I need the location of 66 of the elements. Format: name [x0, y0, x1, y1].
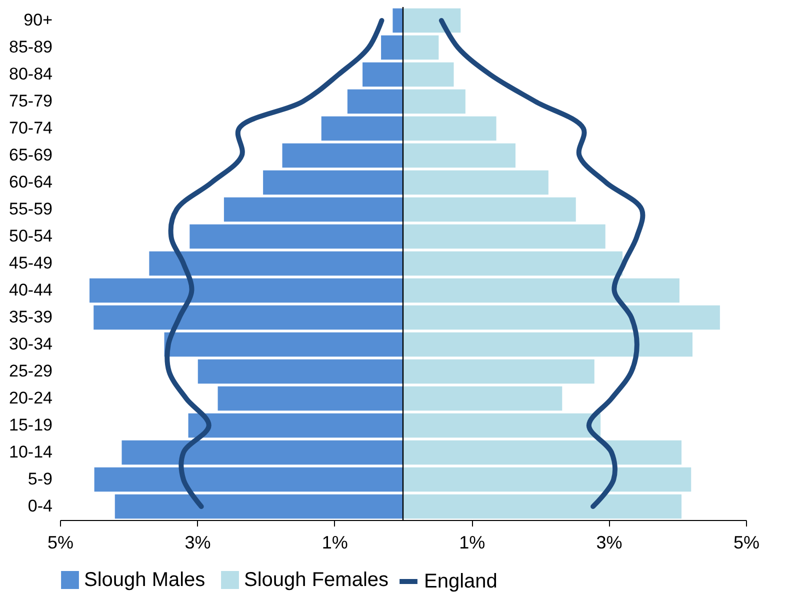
y-tick-label: 55-59: [9, 200, 52, 218]
bar: [403, 251, 623, 276]
bar: [403, 278, 680, 303]
y-tick-label: 25-29: [9, 362, 52, 380]
y-tick-label: 15-19: [9, 416, 52, 434]
x-tick-label: 5%: [47, 532, 74, 552]
bar: [114, 494, 403, 519]
bar: [381, 35, 403, 60]
legend-label: England: [424, 570, 498, 592]
bar: [403, 467, 692, 492]
bar: [392, 8, 403, 33]
bar: [403, 116, 496, 141]
bar: [94, 467, 403, 492]
bar: [403, 305, 720, 330]
y-tick-label: 80-84: [9, 64, 52, 84]
bar: [218, 386, 403, 411]
bar: [403, 143, 516, 168]
bar: [224, 197, 403, 222]
bar: [122, 440, 403, 465]
bar: [403, 224, 606, 249]
x-tick-label: 1%: [322, 532, 348, 552]
bar: [403, 386, 562, 411]
bar: [403, 35, 439, 60]
legend-label: Slough Females: [244, 569, 389, 591]
bar: [90, 278, 403, 303]
bar: [403, 170, 548, 195]
y-tick-label: 30-34: [9, 334, 52, 354]
bar: [282, 143, 403, 168]
bar: [164, 332, 403, 357]
bar: [403, 89, 466, 114]
bar: [190, 224, 403, 249]
y-tick-label: 50-54: [9, 226, 52, 246]
x-tick-label: 3%: [184, 532, 211, 552]
bar: [403, 8, 461, 33]
y-tick-label: 40-44: [9, 280, 52, 300]
bar: [403, 197, 576, 222]
y-tick-label: 85-89: [9, 38, 52, 56]
y-tick-label: 70-74: [9, 118, 52, 138]
bar: [362, 62, 403, 87]
legend-label: Slough Males: [84, 569, 206, 591]
y-tick-label: 45-49: [9, 254, 52, 272]
bar: [403, 494, 682, 519]
y-tick-label: 35-39: [9, 308, 52, 326]
bar: [263, 170, 403, 195]
bar: [198, 359, 403, 384]
bar: [347, 89, 403, 114]
y-tick-label: 75-79: [9, 92, 52, 110]
bar: [403, 332, 692, 357]
x-tick-label: 1%: [459, 532, 486, 552]
bar: [149, 251, 403, 276]
x-tick-label: 5%: [733, 532, 760, 552]
bar: [403, 62, 454, 87]
y-tick-label: 90+: [24, 10, 53, 30]
bar: [94, 305, 403, 330]
bar: [188, 413, 403, 438]
x-tick-label: 3%: [596, 532, 622, 552]
y-tick-label: 0-4: [28, 496, 52, 516]
y-tick-label: 10-14: [9, 442, 52, 462]
y-tick-label: 65-69: [9, 146, 52, 164]
bar: [403, 359, 594, 384]
y-tick-label: 60-64: [9, 172, 52, 192]
y-tick-label: 5-9: [28, 470, 52, 488]
bar: [321, 116, 403, 141]
bar: [403, 413, 601, 438]
bar: [403, 440, 682, 465]
y-tick-label: 20-24: [9, 388, 52, 408]
